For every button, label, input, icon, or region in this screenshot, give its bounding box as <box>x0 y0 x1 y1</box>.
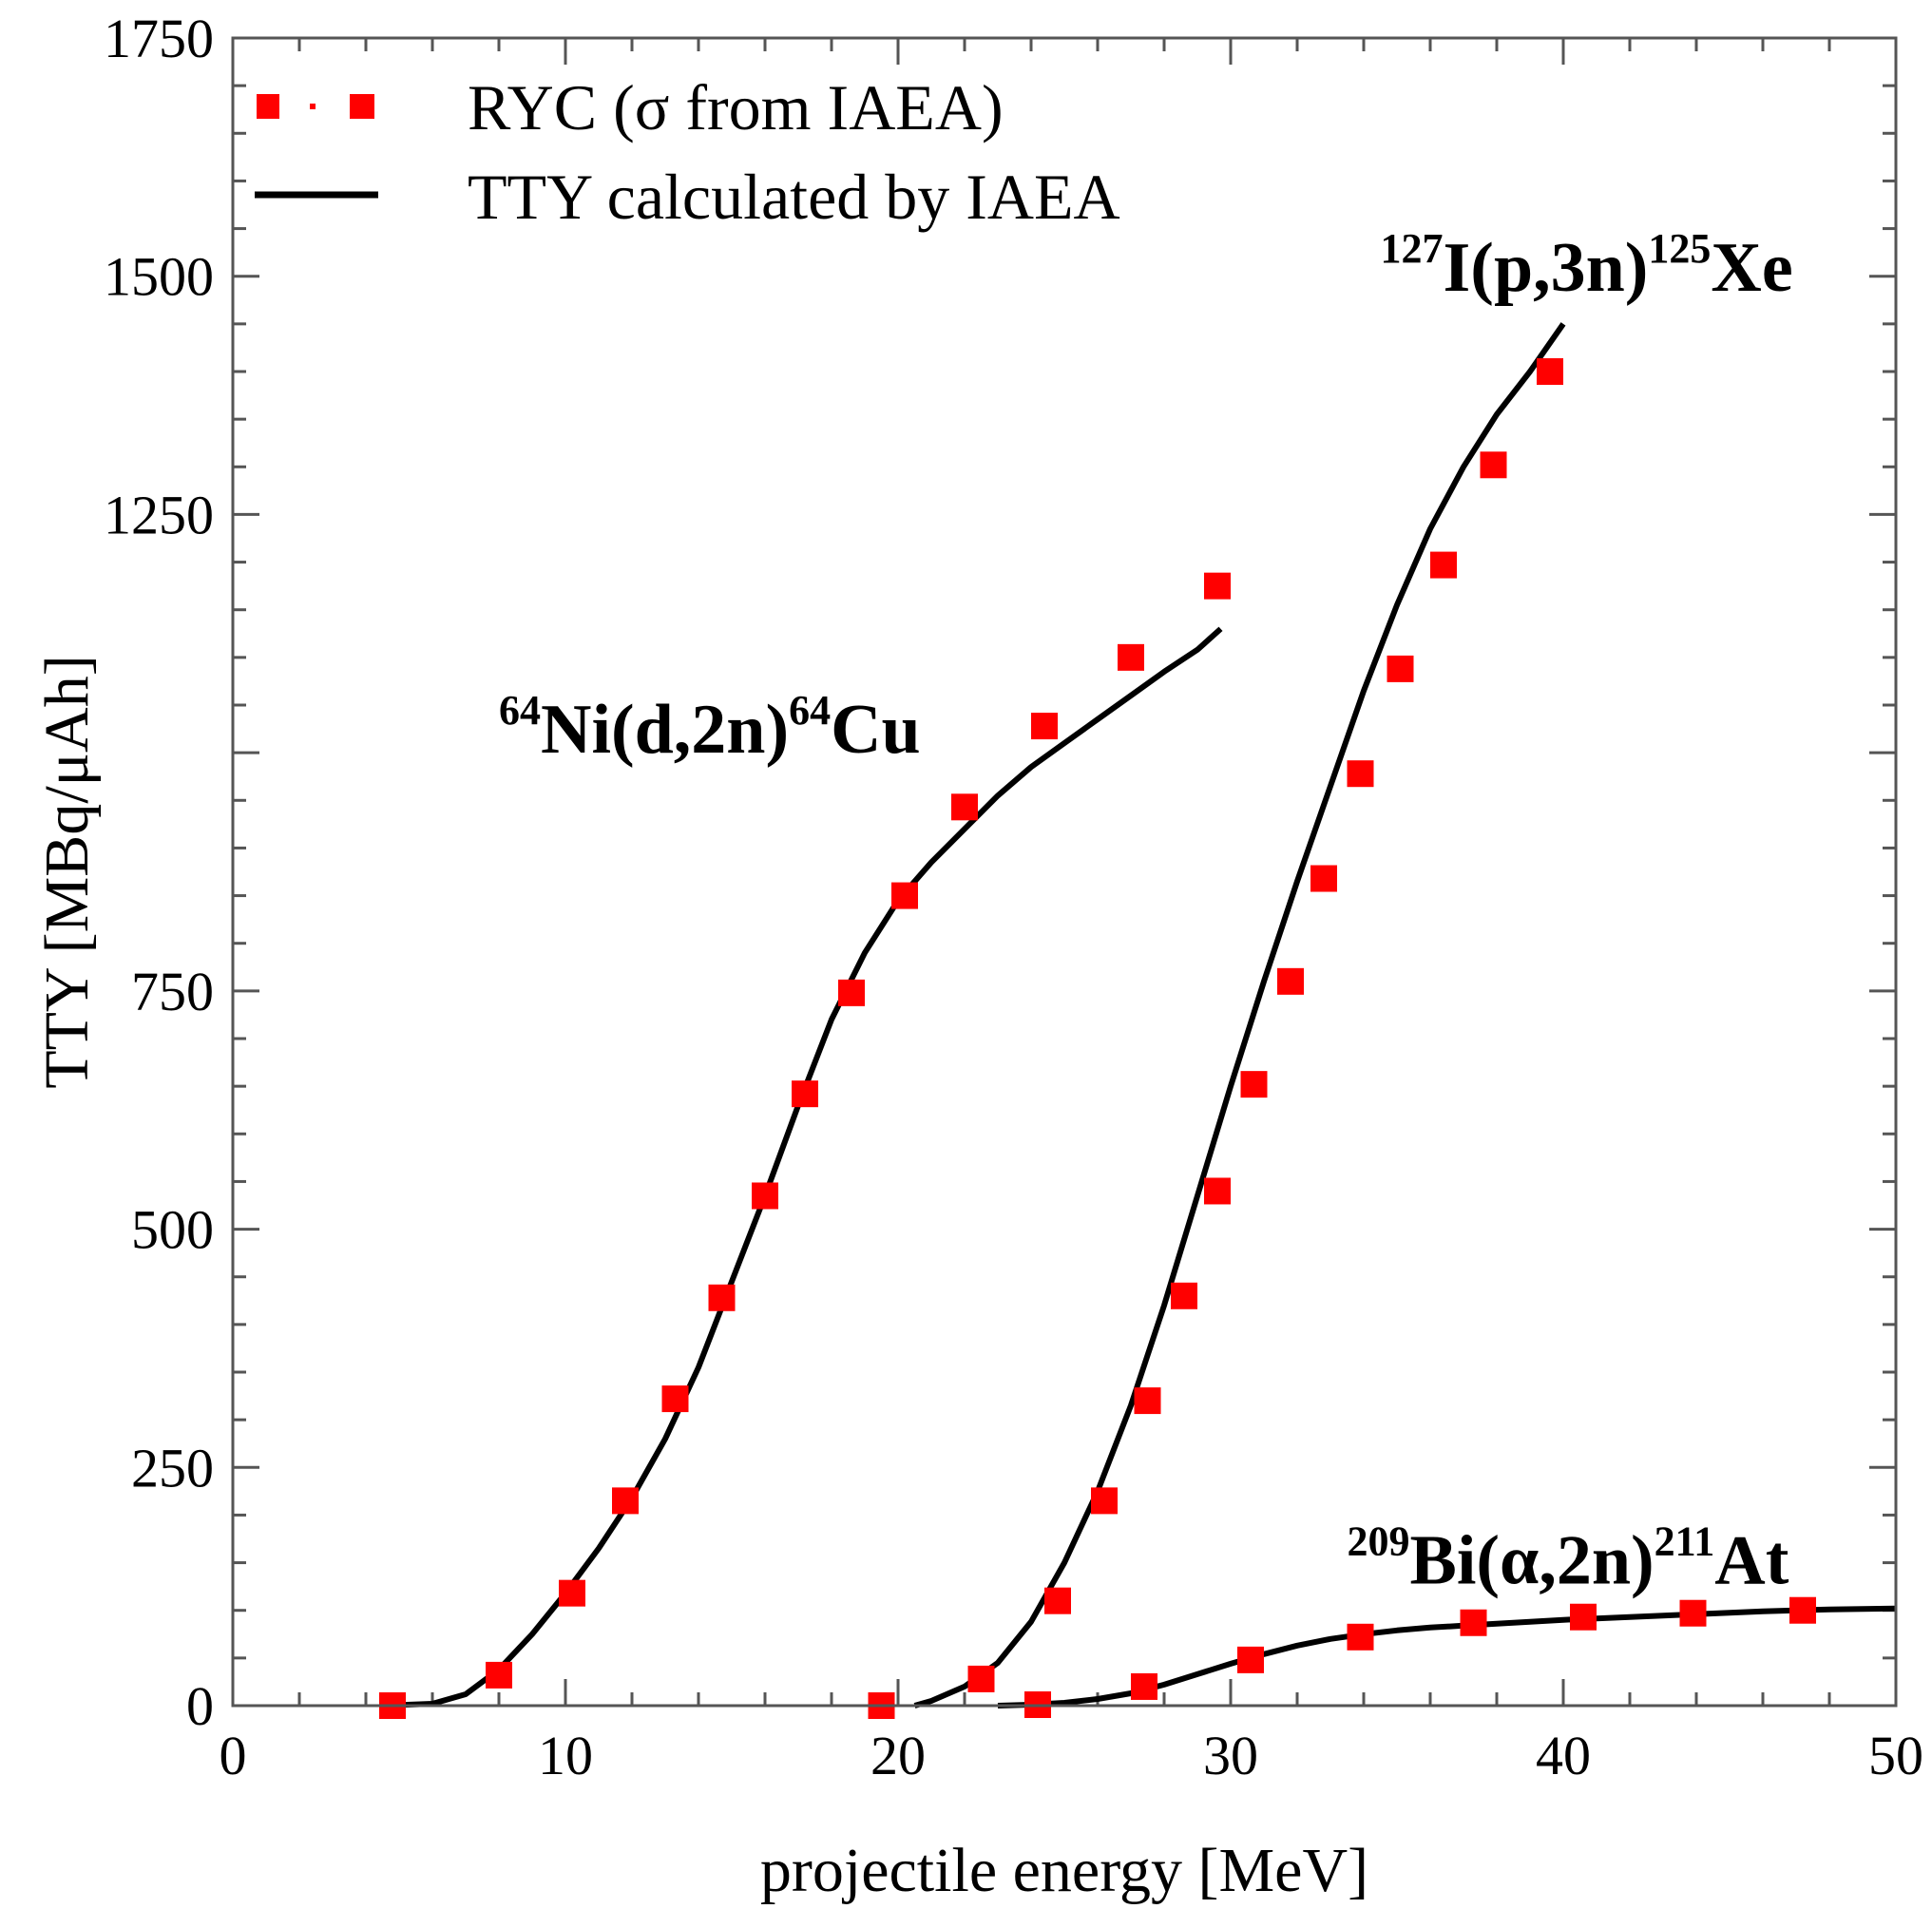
legend-marker-ryc-dot <box>310 104 316 109</box>
series-line-0 <box>382 626 1223 1708</box>
y-tick-label: 750 <box>131 961 214 1022</box>
ryc-point <box>1570 1603 1597 1631</box>
ryc-point <box>838 979 865 1006</box>
ryc-point <box>1347 760 1374 788</box>
y-tick-label: 0 <box>186 1675 214 1737</box>
legend-marker-ryc-1 <box>257 94 279 119</box>
ryc-point <box>967 1665 995 1692</box>
legend-entry-ryc: RYC (σ from IAEA) <box>257 71 1004 143</box>
ryc-point <box>891 882 918 909</box>
ryc-point <box>1537 358 1563 385</box>
x-tick-label: 0 <box>220 1725 247 1786</box>
axis-ticks <box>231 36 1898 1708</box>
reaction-label-2: 209Bi(α,2n)211At <box>1348 1518 1789 1600</box>
x-tick-label: 30 <box>1203 1725 1258 1786</box>
ryc-point <box>1118 643 1144 671</box>
legend-entry-tty: TTY calculated by IAEA <box>255 161 1120 233</box>
y-axis-label: TTY [MBq/μAh] <box>32 655 102 1088</box>
ryc-point <box>661 1385 689 1413</box>
ryc-point <box>708 1284 736 1311</box>
reaction-annotations: 64Ni(d,2n)64Cu 127I(p,3n)125Xe 209Bi(α,2n)… <box>499 225 1793 1600</box>
legend-marker-ryc-2 <box>350 94 374 119</box>
ryc-point <box>559 1579 585 1607</box>
legend-label-ryc: RYC (σ from IAEA) <box>468 71 1004 143</box>
x-tick-label: 10 <box>538 1725 593 1786</box>
ryc-point <box>1204 572 1231 600</box>
ryc-point <box>1347 1623 1374 1651</box>
ryc-point <box>1310 865 1337 892</box>
ryc-point <box>612 1487 639 1515</box>
y-tick-label: 1500 <box>104 246 214 308</box>
x-axis-label: projectile energy [MeV] <box>760 1836 1368 1905</box>
legend: RYC (σ from IAEA) TTY calculated by IAEA <box>255 71 1120 233</box>
ryc-point <box>1679 1599 1707 1627</box>
ryc-point <box>1044 1587 1071 1614</box>
ryc-point <box>1460 1609 1487 1636</box>
ryc-point <box>752 1182 778 1210</box>
ryc-point <box>951 793 978 821</box>
x-tick-label: 50 <box>1868 1725 1923 1786</box>
ryc-point <box>1031 713 1058 740</box>
ryc-point <box>486 1661 512 1689</box>
ryc-markers <box>379 358 1816 1719</box>
x-tick-label: 40 <box>1536 1725 1591 1786</box>
legend-label-tty: TTY calculated by IAEA <box>468 161 1120 233</box>
y-tick-label: 250 <box>131 1437 214 1498</box>
ryc-point <box>1091 1487 1118 1515</box>
reaction-label-1: 127I(p,3n)125Xe <box>1381 225 1793 307</box>
ryc-point <box>1204 1177 1231 1205</box>
ryc-point <box>792 1080 818 1108</box>
series-line-1 <box>913 322 1566 1708</box>
ryc-point <box>1480 451 1507 479</box>
ryc-point <box>1277 967 1304 995</box>
ryc-point <box>1240 1071 1268 1098</box>
y-tick-label: 500 <box>131 1199 214 1261</box>
y-tick-label: 1750 <box>104 8 214 69</box>
ryc-point <box>1171 1282 1197 1309</box>
ryc-point <box>1131 1672 1157 1700</box>
ryc-point <box>1789 1596 1816 1624</box>
ryc-point <box>1387 655 1414 682</box>
ryc-point <box>1430 551 1457 579</box>
y-tick-label: 1250 <box>104 484 214 545</box>
plot-frame <box>231 36 1898 1708</box>
ryc-point <box>1237 1646 1264 1673</box>
reaction-label-0: 64Ni(d,2n)64Cu <box>499 687 921 769</box>
x-tick-label: 20 <box>870 1725 926 1786</box>
ryc-point <box>1134 1387 1161 1415</box>
